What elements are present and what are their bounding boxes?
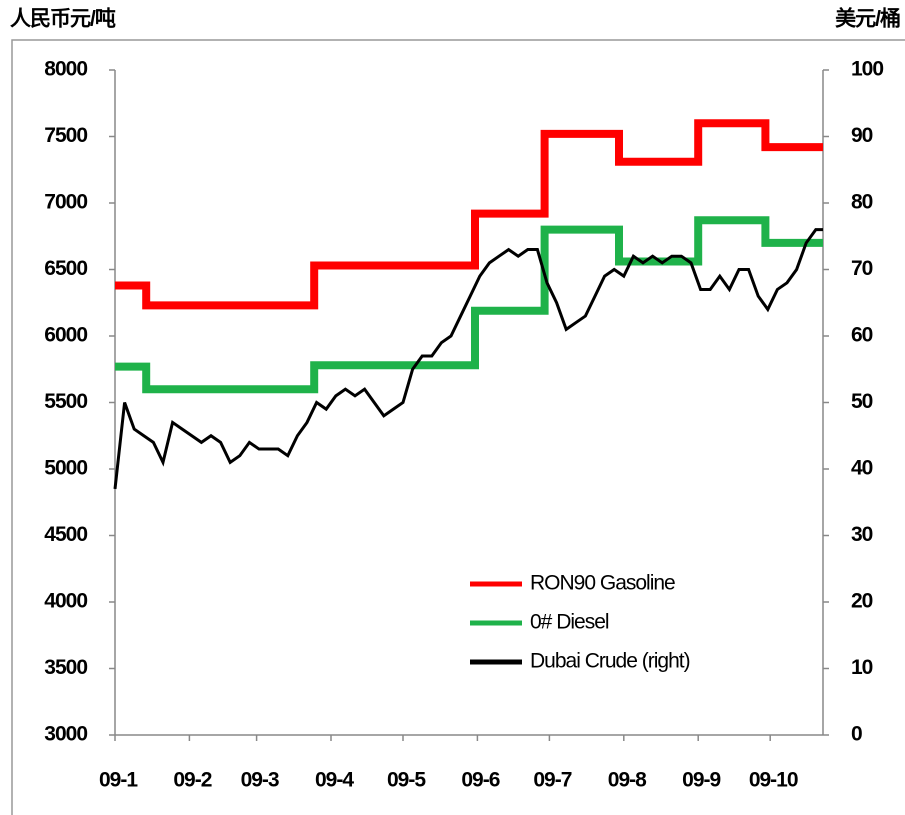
x-tick-label: 09-1 xyxy=(99,769,138,792)
x-tick-label: 09-9 xyxy=(682,769,720,792)
x-tick-label: 09-6 xyxy=(461,769,499,792)
y-tick-label: 7000 xyxy=(44,191,87,214)
y-tick-label: 6500 xyxy=(44,257,87,280)
y-tick-label: 5000 xyxy=(44,457,87,480)
y2-tick-label: 20 xyxy=(851,590,873,613)
legend-label: RON90 Gasoline xyxy=(530,572,675,595)
y2-tick-label: 90 xyxy=(851,124,873,147)
y-tick-label: 8000 xyxy=(44,58,87,81)
y2-tick-label: 100 xyxy=(851,58,883,81)
y2-tick-label: 70 xyxy=(851,257,873,280)
y-tick-label: 3500 xyxy=(44,656,87,679)
y2-tick-label: 30 xyxy=(851,523,873,546)
y2-tick-label: 60 xyxy=(851,324,873,347)
x-tick-label: 09-3 xyxy=(241,769,279,792)
x-tick-label: 09-7 xyxy=(533,769,571,792)
x-tick-label: 09-5 xyxy=(387,769,426,792)
y-tick-label: 6000 xyxy=(44,324,87,347)
y-tick-label: 5500 xyxy=(44,390,87,413)
chart-frame xyxy=(11,39,905,815)
y2-tick-label: 0 xyxy=(851,723,862,746)
series-line xyxy=(115,119,823,310)
y2-tick-label: 10 xyxy=(851,656,873,679)
x-tick-label: 09-4 xyxy=(315,769,354,792)
y2-tick-label: 40 xyxy=(851,457,873,480)
y-tick-label: 4000 xyxy=(44,590,87,613)
x-tick-label: 09-2 xyxy=(173,769,211,792)
y2-axis-label: 美元/桶 xyxy=(835,7,900,31)
legend-label: Dubai Crude (right) xyxy=(530,650,690,673)
y2-tick-label: 80 xyxy=(851,191,873,214)
y-tick-label: 7500 xyxy=(44,124,87,147)
y-tick-label: 4500 xyxy=(44,523,87,546)
y-axis-label: 人民币元/吨 xyxy=(10,8,116,31)
x-tick-label: 09-8 xyxy=(608,769,647,792)
x-tick-label: 09-10 xyxy=(749,769,798,792)
series-line xyxy=(113,228,823,490)
y2-tick-label: 50 xyxy=(851,390,873,413)
y-tick-label: 3000 xyxy=(44,723,87,746)
legend-label: 0# Diesel xyxy=(530,611,609,634)
